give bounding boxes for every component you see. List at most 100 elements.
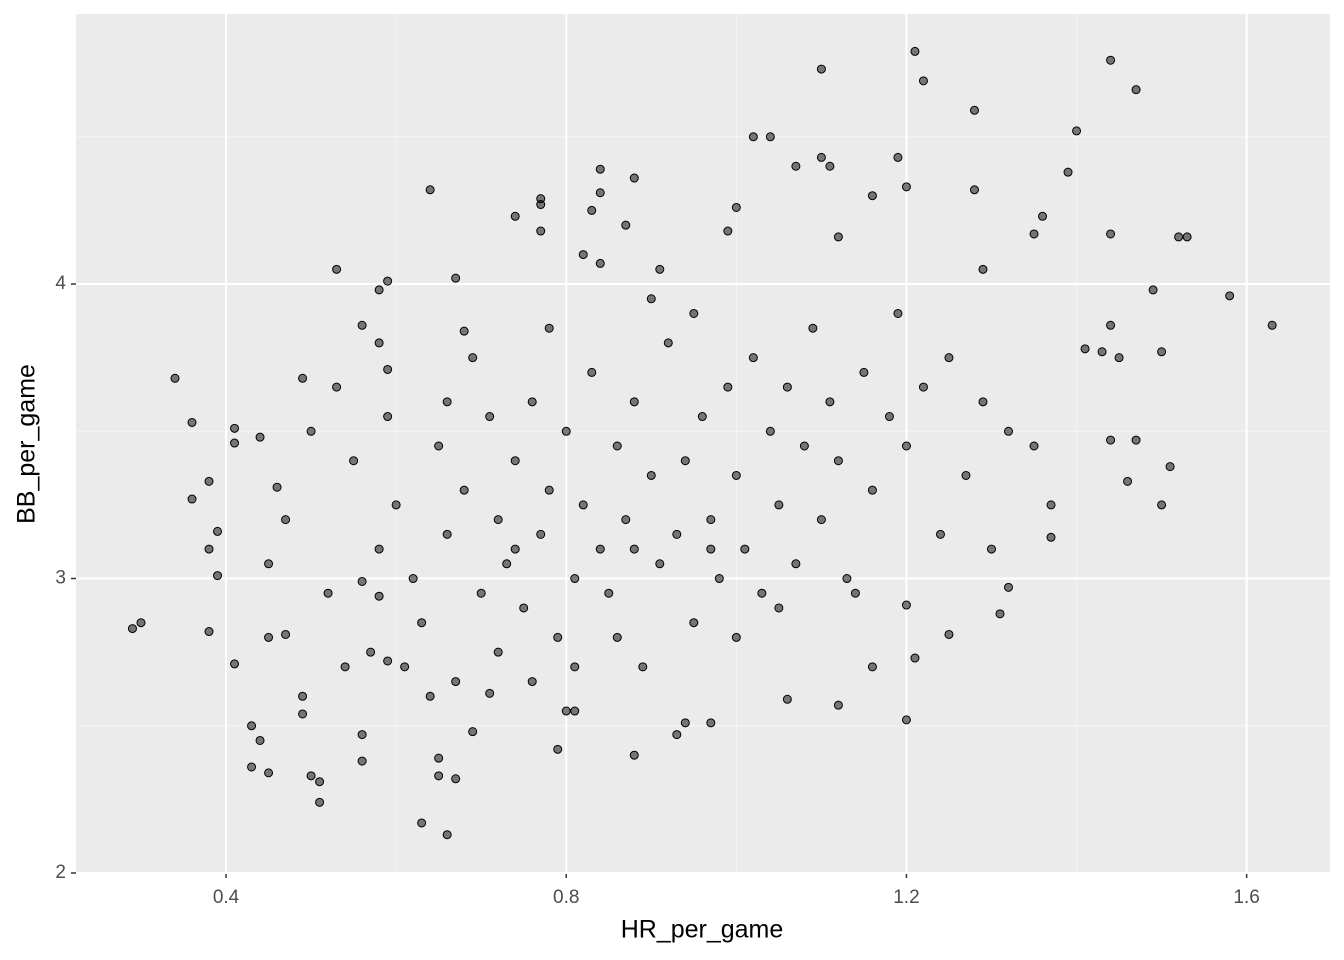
point	[646, 294, 656, 304]
point	[264, 632, 274, 642]
point	[621, 515, 631, 525]
point	[646, 470, 656, 480]
point	[298, 709, 308, 719]
point	[1029, 441, 1039, 451]
point	[1029, 229, 1039, 239]
point	[621, 220, 631, 230]
point	[451, 774, 461, 784]
x-axis-title: HR_per_game	[621, 916, 784, 944]
point	[731, 632, 741, 642]
point	[451, 273, 461, 283]
point	[961, 470, 971, 480]
point	[459, 326, 469, 336]
point	[553, 744, 563, 754]
point	[527, 677, 537, 687]
point	[136, 618, 146, 628]
point	[765, 132, 775, 142]
point	[298, 373, 308, 383]
point	[536, 194, 546, 204]
point	[1165, 462, 1175, 472]
point	[893, 152, 903, 162]
point	[986, 544, 996, 554]
panel	[76, 14, 1330, 873]
point	[901, 182, 911, 192]
point	[587, 205, 597, 215]
point	[1106, 320, 1116, 330]
point	[374, 338, 384, 348]
point	[1182, 232, 1192, 242]
point	[442, 529, 452, 539]
point	[468, 353, 478, 363]
x-tick-label: 1.2	[893, 887, 919, 908]
y-axis-title: BB_per_game	[13, 364, 41, 524]
point	[655, 559, 665, 569]
point	[791, 559, 801, 569]
point	[383, 276, 393, 286]
point	[731, 202, 741, 212]
point	[1004, 426, 1014, 436]
point	[204, 544, 214, 554]
point	[1046, 532, 1056, 542]
point	[434, 441, 444, 451]
point	[357, 320, 367, 330]
point	[323, 588, 333, 598]
point	[604, 588, 614, 598]
point	[332, 264, 342, 274]
point	[587, 367, 597, 377]
point	[944, 629, 954, 639]
point	[833, 232, 843, 242]
point	[629, 397, 639, 407]
point	[1148, 285, 1158, 295]
point	[748, 353, 758, 363]
point	[680, 718, 690, 728]
point	[578, 500, 588, 510]
point	[723, 382, 733, 392]
point	[663, 338, 673, 348]
point	[170, 373, 180, 383]
point	[434, 753, 444, 763]
point	[1080, 344, 1090, 354]
point	[510, 211, 520, 221]
point	[918, 382, 928, 392]
point	[204, 476, 214, 486]
point	[867, 662, 877, 672]
point	[230, 659, 240, 669]
point	[782, 694, 792, 704]
point	[493, 647, 503, 657]
point	[255, 432, 265, 442]
point	[859, 367, 869, 377]
point	[544, 323, 554, 333]
point	[816, 152, 826, 162]
point	[451, 677, 461, 687]
point	[1131, 435, 1141, 445]
point	[1004, 582, 1014, 592]
y-tick-label: 4	[55, 273, 66, 294]
point	[332, 382, 342, 392]
point	[893, 308, 903, 318]
point	[306, 426, 316, 436]
point	[247, 721, 257, 731]
point	[765, 426, 775, 436]
point	[1106, 229, 1116, 239]
point	[230, 438, 240, 448]
point	[782, 382, 792, 392]
x-tick-label: 1.6	[1233, 887, 1259, 908]
point	[1063, 167, 1073, 177]
point	[1072, 126, 1082, 136]
x-tick-label: 0.8	[553, 887, 579, 908]
point	[833, 700, 843, 710]
point	[595, 164, 605, 174]
point	[901, 441, 911, 451]
point	[442, 830, 452, 840]
point	[374, 285, 384, 295]
point	[697, 412, 707, 422]
point	[476, 588, 486, 598]
point	[689, 618, 699, 628]
point	[1123, 476, 1133, 486]
point	[272, 482, 282, 492]
point	[1157, 347, 1167, 357]
point	[340, 662, 350, 672]
point	[850, 588, 860, 598]
point	[247, 762, 257, 772]
point	[485, 412, 495, 422]
